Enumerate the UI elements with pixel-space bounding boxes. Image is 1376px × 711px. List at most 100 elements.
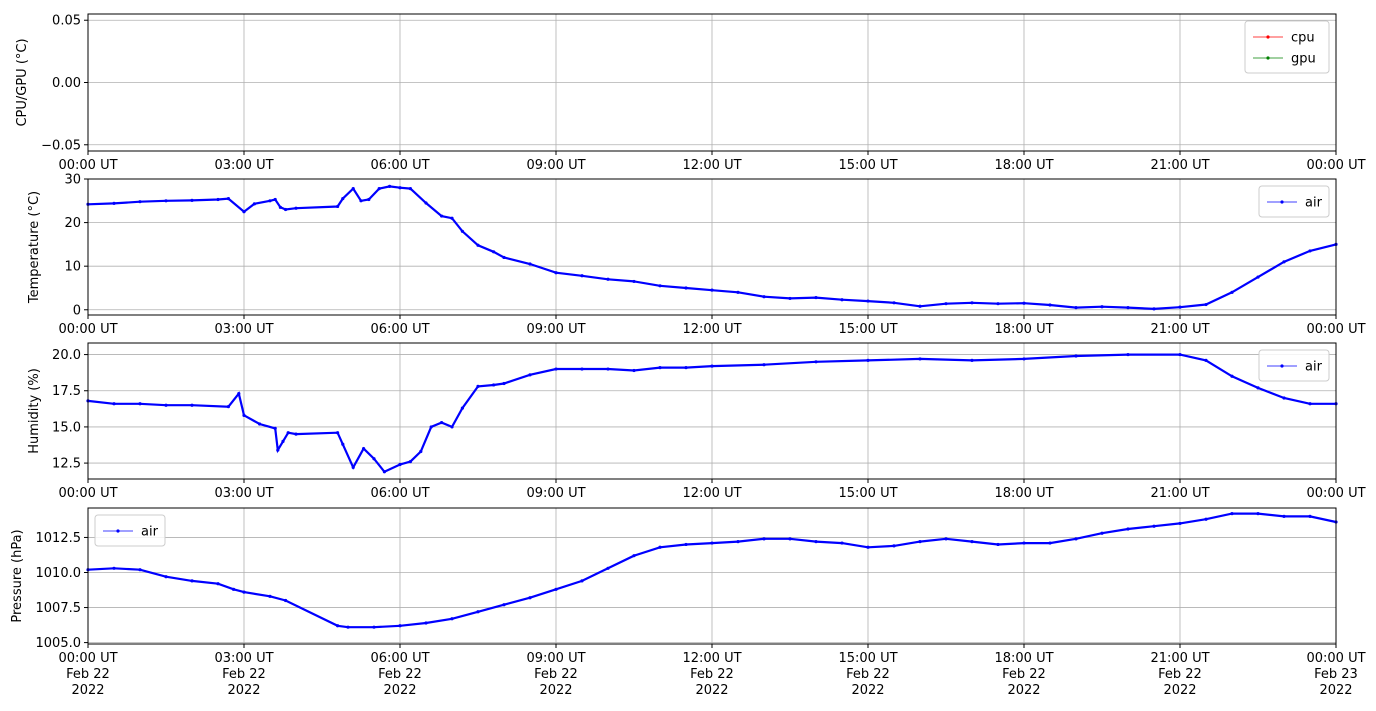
axes-1: 0.05 0.00 −0.05 00:00 UT 03:00 UT 06:00 UT 09:… bbox=[15, 13, 1366, 173]
data-point bbox=[684, 365, 688, 370]
data-point bbox=[294, 432, 298, 436]
data-point bbox=[492, 250, 496, 254]
data-point bbox=[286, 431, 290, 435]
legend: cpu gpu bbox=[1244, 20, 1330, 74]
legend-marker bbox=[1280, 364, 1284, 368]
legend-marker bbox=[1266, 35, 1270, 39]
y-tick-label: 17.5 bbox=[52, 384, 81, 399]
x-tick-year: 2022 bbox=[695, 683, 728, 698]
y-tick-label: 1007.5 bbox=[36, 601, 82, 616]
data-point bbox=[996, 302, 1000, 306]
data-point bbox=[450, 216, 454, 220]
x-tick-label: 00:00 UT bbox=[1306, 322, 1365, 337]
legend-box bbox=[1258, 185, 1330, 218]
x-tick-label: 21:00 UT bbox=[1150, 486, 1209, 501]
data-point bbox=[492, 383, 496, 387]
data-point bbox=[138, 200, 142, 204]
x-tick-label: 00:00 UT bbox=[1306, 158, 1365, 173]
x-tick-label: 15:00 UT bbox=[838, 486, 897, 501]
data-point bbox=[112, 402, 116, 406]
data-point bbox=[398, 186, 402, 190]
legend-box bbox=[94, 514, 166, 547]
data-point bbox=[1230, 374, 1234, 378]
data-point bbox=[658, 284, 662, 288]
data-point bbox=[762, 537, 766, 541]
data-point bbox=[429, 425, 433, 429]
data-point bbox=[684, 542, 688, 547]
x-tick-label: 18:00 UT bbox=[994, 158, 1053, 173]
data-point bbox=[341, 197, 345, 201]
legend-label: air bbox=[1305, 360, 1323, 375]
data-point bbox=[1282, 260, 1286, 264]
data-point bbox=[346, 625, 350, 629]
x-tick-label: 18:00 UT bbox=[994, 322, 1053, 337]
x-tick-label: 09:00 UT bbox=[526, 651, 585, 666]
x-tick-year: 2022 bbox=[539, 683, 572, 698]
y-axis-label: CPU/GPU (°C) bbox=[15, 38, 30, 126]
data-point bbox=[1126, 305, 1130, 310]
data-point bbox=[710, 541, 714, 545]
data-point bbox=[710, 288, 714, 292]
x-tick-label: 09:00 UT bbox=[526, 158, 585, 173]
data-point bbox=[1048, 541, 1052, 545]
data-point bbox=[762, 295, 766, 299]
y-tick-label: 1005.0 bbox=[36, 636, 82, 651]
x-tick-year: 2022 bbox=[383, 683, 416, 698]
data-point bbox=[788, 296, 792, 301]
data-point bbox=[814, 295, 818, 300]
x-tick-date: Feb 22 bbox=[846, 667, 890, 682]
data-point bbox=[232, 587, 236, 591]
legend-marker bbox=[116, 529, 120, 533]
data-point bbox=[1204, 358, 1208, 362]
data-point bbox=[970, 358, 974, 362]
x-tick-label: 21:00 UT bbox=[1150, 158, 1209, 173]
data-point bbox=[632, 554, 636, 558]
x-tick-year: 2022 bbox=[1319, 683, 1352, 698]
x-tick-year: 2022 bbox=[1163, 683, 1196, 698]
legend-label: gpu bbox=[1291, 52, 1316, 67]
data-point bbox=[1022, 357, 1026, 361]
data-point bbox=[190, 579, 194, 583]
data-point bbox=[1308, 249, 1312, 253]
data-point bbox=[554, 271, 558, 275]
data-point bbox=[341, 442, 345, 446]
data-point bbox=[1178, 352, 1182, 357]
x-tick-label: 12:00 UT bbox=[682, 158, 741, 173]
data-point bbox=[1178, 521, 1182, 526]
data-point bbox=[528, 596, 532, 600]
x-tick-year: 2022 bbox=[1007, 683, 1040, 698]
data-point bbox=[1126, 527, 1130, 531]
data-point bbox=[382, 470, 386, 474]
data-point bbox=[388, 184, 392, 189]
data-point bbox=[460, 406, 464, 410]
x-tick-year: 2022 bbox=[71, 683, 104, 698]
data-point bbox=[606, 277, 610, 281]
x-tick-label: 12:00 UT bbox=[682, 651, 741, 666]
series-line-air bbox=[87, 512, 1337, 629]
data-point bbox=[528, 373, 532, 377]
y-tick-label: 12.5 bbox=[52, 457, 81, 472]
legend-marker bbox=[1280, 200, 1284, 204]
x-tick-date: Feb 22 bbox=[534, 667, 578, 682]
data-point bbox=[918, 540, 922, 544]
data-point bbox=[1178, 305, 1182, 309]
data-point bbox=[424, 201, 428, 205]
x-tick-label: 00:00 UT bbox=[58, 158, 117, 173]
data-point bbox=[658, 545, 662, 549]
data-point bbox=[866, 545, 870, 549]
data-point bbox=[658, 365, 662, 370]
data-point bbox=[1100, 305, 1104, 309]
x-tick-label: 09:00 UT bbox=[526, 486, 585, 501]
x-tick-date: Feb 22 bbox=[1158, 667, 1202, 682]
data-point bbox=[460, 229, 464, 233]
data-point bbox=[377, 186, 381, 191]
legend-label: air bbox=[141, 525, 159, 540]
data-point bbox=[1204, 517, 1208, 521]
y-axis-label: Temperature (°C) bbox=[27, 191, 42, 304]
y-axis-label: Humidity (%) bbox=[27, 368, 42, 454]
data-point bbox=[273, 197, 277, 202]
data-point bbox=[237, 392, 241, 396]
data-point bbox=[1308, 402, 1312, 406]
x-tick-label: 00:00 UT bbox=[58, 322, 117, 337]
